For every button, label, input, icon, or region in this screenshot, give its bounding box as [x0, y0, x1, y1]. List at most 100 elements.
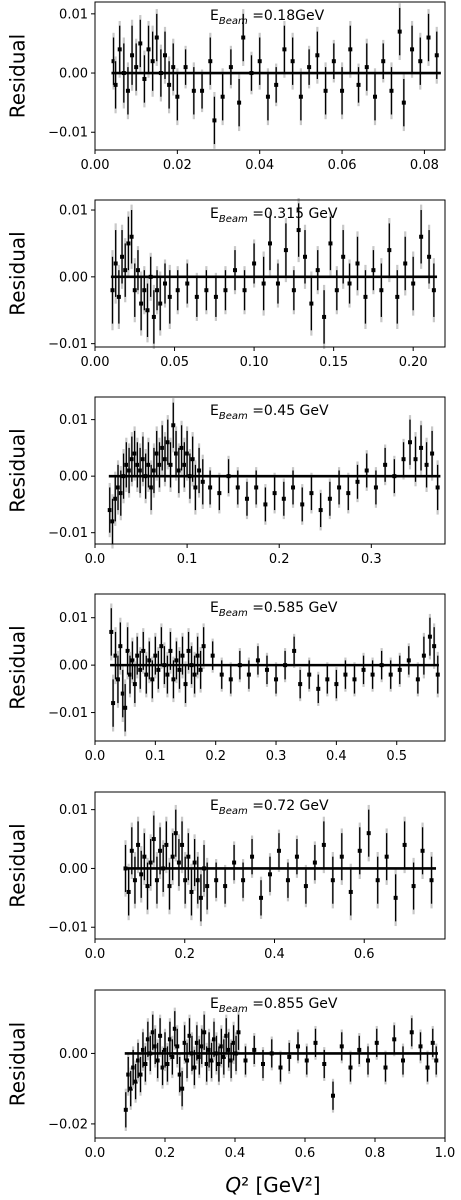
beam-energy-annotation: EBeam =0.855 GeV — [210, 996, 338, 1015]
data-point — [149, 460, 154, 515]
data-point — [198, 647, 203, 693]
data-marker — [142, 288, 147, 293]
data-marker — [343, 672, 348, 677]
data-point — [383, 1050, 388, 1085]
data-marker — [116, 294, 121, 299]
data-point — [397, 652, 402, 687]
data-marker — [138, 1072, 143, 1077]
data-marker — [155, 1058, 160, 1063]
data-point — [142, 50, 147, 108]
data-point — [175, 68, 180, 126]
data-marker — [261, 1062, 265, 1066]
data-point — [151, 810, 156, 868]
data-point — [341, 224, 346, 289]
data-point — [140, 1028, 145, 1072]
data-marker — [113, 82, 118, 87]
data-marker — [132, 878, 137, 883]
y-tick-label: −0.01 — [48, 921, 88, 936]
data-marker — [129, 848, 134, 853]
data-marker — [118, 644, 123, 649]
beam-energy-annotation: EBeam =0.72 GeV — [210, 798, 329, 817]
data-marker — [241, 35, 246, 40]
data-marker — [255, 658, 260, 663]
data-point — [255, 643, 260, 678]
data-marker — [401, 457, 406, 462]
data-marker — [163, 53, 167, 58]
data-marker — [128, 672, 132, 677]
data-marker — [186, 648, 191, 653]
data-point — [200, 69, 205, 113]
data-marker — [427, 254, 432, 259]
data-point — [138, 647, 143, 693]
data-marker — [402, 842, 407, 847]
data-marker — [136, 1058, 141, 1063]
y-tick-label: 0.01 — [59, 611, 88, 626]
data-marker — [194, 294, 199, 299]
data-marker — [135, 268, 140, 273]
data-point — [276, 829, 281, 872]
data-marker — [309, 491, 314, 496]
data-point — [435, 651, 440, 698]
data-point — [303, 224, 307, 289]
data-marker — [133, 1079, 138, 1084]
data-point — [357, 1032, 362, 1067]
data-marker — [259, 895, 264, 900]
data-marker — [243, 1058, 248, 1063]
data-marker — [427, 634, 432, 639]
data-point — [125, 622, 130, 680]
data-marker — [370, 672, 375, 677]
data-marker — [315, 268, 320, 273]
data-point — [195, 851, 200, 909]
data-marker — [192, 1065, 197, 1070]
data-marker — [176, 468, 181, 473]
data-marker — [268, 241, 272, 246]
data-point — [132, 661, 137, 707]
data-marker — [426, 35, 431, 40]
data-marker — [167, 884, 172, 889]
data-marker — [127, 468, 132, 473]
data-point — [424, 437, 429, 492]
data-marker — [141, 648, 146, 653]
data-marker — [430, 451, 435, 456]
data-point — [147, 637, 152, 684]
data-marker — [300, 502, 305, 507]
data-point — [264, 652, 269, 687]
data-marker — [118, 491, 123, 496]
data-point — [318, 489, 323, 531]
data-point — [126, 863, 131, 921]
x-tick-label: 0.2 — [155, 1146, 176, 1161]
data-marker — [125, 648, 130, 653]
data-point — [415, 662, 420, 697]
data-point — [334, 667, 339, 702]
data-marker — [171, 65, 176, 70]
data-marker — [330, 878, 335, 883]
data-point — [171, 38, 176, 96]
data-point — [366, 1043, 370, 1078]
data-point — [217, 472, 222, 514]
data-marker — [408, 440, 412, 445]
data-point — [151, 284, 156, 350]
data-point — [419, 420, 424, 476]
data-point — [185, 259, 190, 308]
data-point — [201, 623, 206, 669]
data-marker — [157, 462, 162, 467]
data-point — [113, 627, 118, 685]
data-point — [123, 238, 128, 303]
data-point — [150, 25, 155, 97]
data-point — [296, 197, 301, 263]
data-point — [403, 231, 408, 296]
data-point — [136, 1039, 141, 1082]
data-marker — [214, 878, 219, 883]
data-point — [228, 662, 233, 697]
data-marker — [154, 35, 159, 40]
x-tick-label: 0.00 — [81, 158, 110, 173]
panel-1: 0.00 0.02 0.04 0.06 0.08 −0.01 0.00 0.01 Residua… — [6, 1, 446, 173]
data-marker — [242, 288, 247, 293]
data-point — [283, 218, 288, 283]
data-marker — [164, 842, 169, 847]
data-marker — [325, 677, 330, 682]
data-marker — [303, 884, 308, 889]
data-marker — [291, 485, 296, 490]
x-tick-label: 0.06 — [328, 158, 357, 173]
